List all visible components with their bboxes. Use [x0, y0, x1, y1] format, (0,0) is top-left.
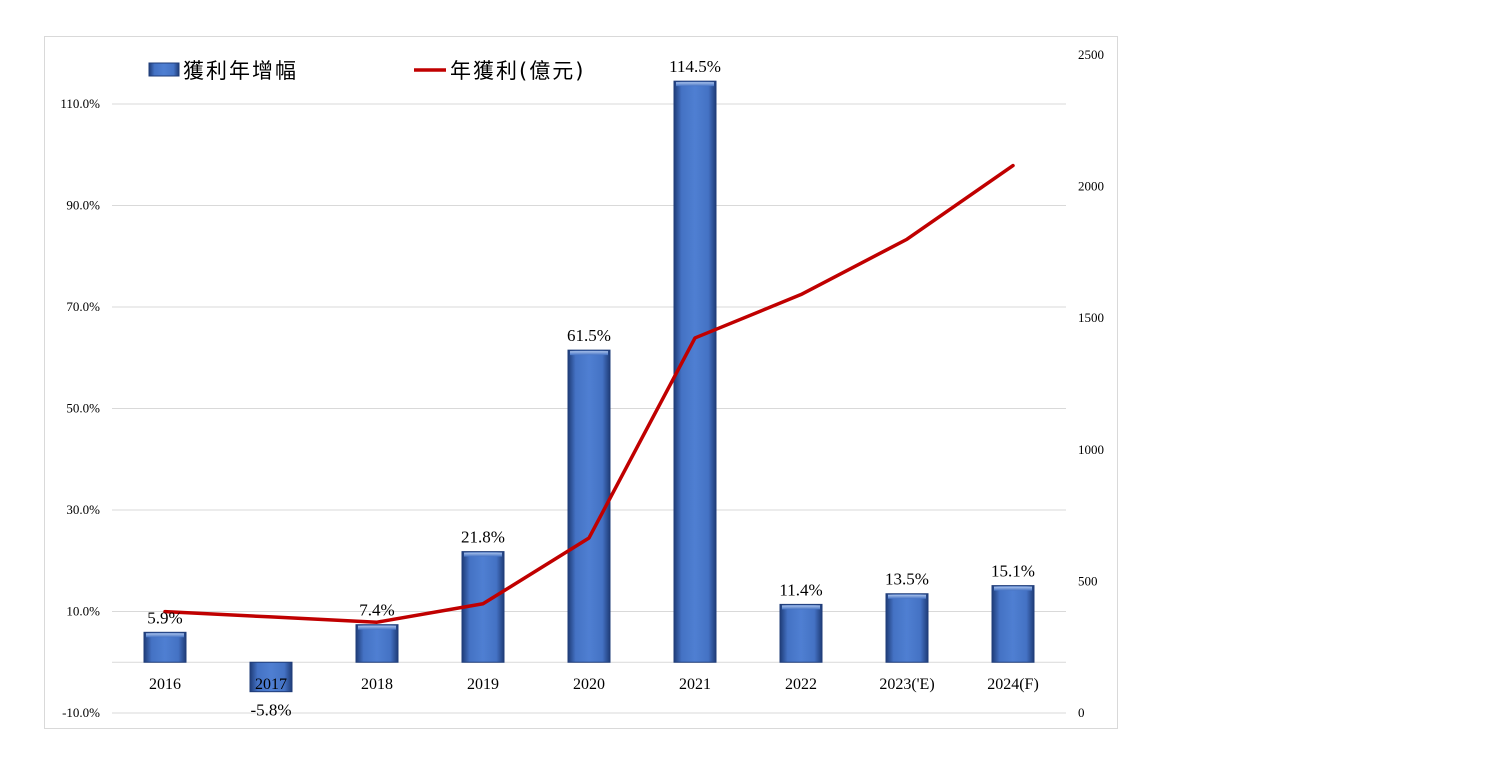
category-label: 2021: [679, 676, 711, 693]
bar: [673, 80, 717, 663]
left-axis: -10.0% 10.0% 30.0% 50.0% 70.0% 90.0% 110.0%: [60, 96, 100, 720]
right-tick-label: 500: [1078, 573, 1098, 588]
bar-highlight: [146, 633, 184, 638]
bar-data-label: 61.5%: [567, 326, 611, 345]
category-label: 2018: [361, 676, 393, 693]
bar: [991, 585, 1035, 663]
left-tick-label: 50.0%: [66, 401, 100, 416]
bar-highlight: [570, 351, 608, 356]
bar-data-label: 7.4%: [359, 601, 394, 620]
bar-data-label: 21.8%: [461, 528, 505, 547]
category-label: 2019: [467, 676, 499, 693]
category-label: 2022: [785, 676, 817, 693]
category-axis: 2016 2017 2018 2019 2020 2021 2022 2023('E) 2024…: [149, 676, 1039, 693]
line-series: [163, 163, 1015, 624]
bar-data-label: 114.5%: [669, 57, 721, 76]
legend: 獲利年增幅 年獲利(億元): [148, 59, 585, 83]
category-label: 2020: [573, 676, 605, 693]
right-tick-label: 2000: [1078, 179, 1104, 194]
legend-bar-label: 獲利年增幅: [183, 59, 298, 83]
right-axis: 0 500 1000 1500 2000 2500: [1078, 47, 1104, 720]
bar-data-label: 13.5%: [885, 570, 929, 589]
category-label: 2017: [255, 676, 287, 693]
bar-series: [143, 80, 1035, 693]
left-tick-label: 70.0%: [66, 299, 100, 314]
bar-data-label: 11.4%: [779, 580, 822, 599]
right-tick-label: 0: [1078, 705, 1085, 720]
left-tick-label: -10.0%: [62, 705, 100, 720]
bar: [885, 593, 929, 663]
bar-highlight: [782, 605, 820, 610]
left-tick-label: 90.0%: [66, 198, 100, 213]
category-label: 2016: [149, 676, 181, 693]
bar: [355, 624, 399, 663]
left-tick-label: 10.0%: [66, 604, 100, 619]
legend-bar-swatch: [148, 62, 180, 77]
profit-line: [163, 163, 1015, 624]
left-tick-label: 110.0%: [60, 96, 100, 111]
bar-highlight: [464, 552, 502, 557]
bar-data-label: -5.8%: [250, 701, 291, 720]
data-labels: 5.9% -5.8% 7.4% 21.8% 61.5% 114.5% 11.4% 13.5% 1…: [147, 57, 1035, 720]
bar-highlight: [888, 594, 926, 599]
bar-highlight: [676, 82, 714, 87]
bar-highlight: [358, 625, 396, 630]
category-label: 2024(F): [987, 676, 1039, 693]
category-label: 2023('E): [879, 676, 934, 693]
legend-line-label: 年獲利(億元): [450, 59, 585, 83]
bar: [779, 603, 823, 663]
right-tick-label: 1500: [1078, 310, 1104, 325]
bar: [249, 661, 293, 693]
bar-highlight: [994, 586, 1032, 591]
bar: [567, 349, 611, 663]
bar-data-label: 5.9%: [147, 608, 182, 627]
bar-data-label: 15.1%: [991, 562, 1035, 581]
right-tick-label: 1000: [1078, 442, 1104, 457]
left-tick-label: 30.0%: [66, 502, 100, 517]
right-tick-label: 2500: [1078, 47, 1104, 62]
